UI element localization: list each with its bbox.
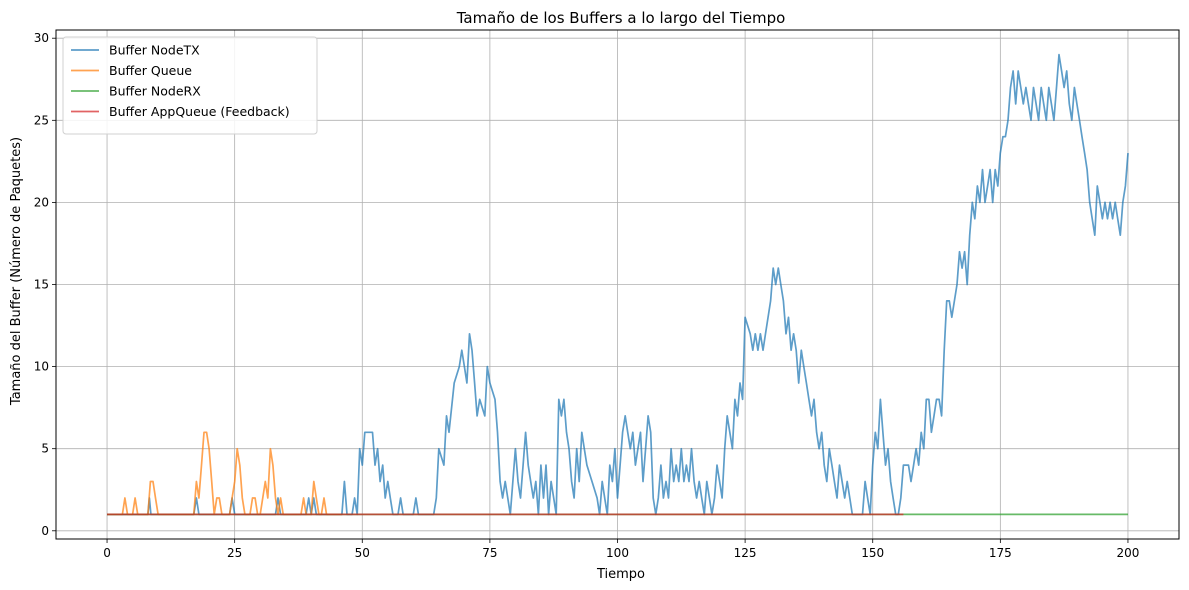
x-tick-label: 25 xyxy=(227,546,242,560)
y-axis: 0 5 10 15 20 25 30 xyxy=(34,31,56,538)
y-tick-label: 15 xyxy=(34,278,49,292)
plot-area xyxy=(107,53,1129,516)
x-tick-label: 200 xyxy=(1117,546,1140,560)
legend-box xyxy=(62,36,318,135)
x-axis: 0 25 50 75 100 125 150 175 200 xyxy=(103,539,1139,560)
y-tick-label: 0 xyxy=(41,524,49,538)
x-tick-label: 100 xyxy=(606,546,629,560)
legend: Buffer NodeTX Buffer Queue Buffer NodeRX Bu… xyxy=(62,36,318,135)
legend-label: Buffer NodeRX xyxy=(109,84,201,99)
chart-title: Tamaño de los Buffers a lo largo del Tie… xyxy=(456,9,786,27)
x-tick-label: 125 xyxy=(734,546,757,560)
x-tick-label: 50 xyxy=(355,546,370,560)
y-tick-label: 10 xyxy=(34,360,49,374)
legend-label: Buffer NodeTX xyxy=(109,43,200,58)
series-line-2 xyxy=(107,431,342,516)
x-axis-label: Tiempo xyxy=(596,567,645,582)
y-tick-label: 30 xyxy=(34,31,49,45)
y-tick-label: 20 xyxy=(34,195,49,209)
legend-label: Buffer Queue xyxy=(109,63,192,78)
x-tick-label: 0 xyxy=(103,546,111,560)
x-tick-label: 175 xyxy=(989,546,1012,560)
grid xyxy=(56,30,1179,539)
x-tick-label: 150 xyxy=(861,546,884,560)
y-tick-label: 25 xyxy=(34,113,49,127)
x-tick-label: 75 xyxy=(482,546,497,560)
series-line-1 xyxy=(107,53,1129,516)
legend-label: Buffer AppQueue (Feedback) xyxy=(109,104,290,119)
y-axis-label: Tamaño del Buffer (Número de Paquetes) xyxy=(9,137,24,406)
y-tick-label: 5 xyxy=(41,442,49,456)
